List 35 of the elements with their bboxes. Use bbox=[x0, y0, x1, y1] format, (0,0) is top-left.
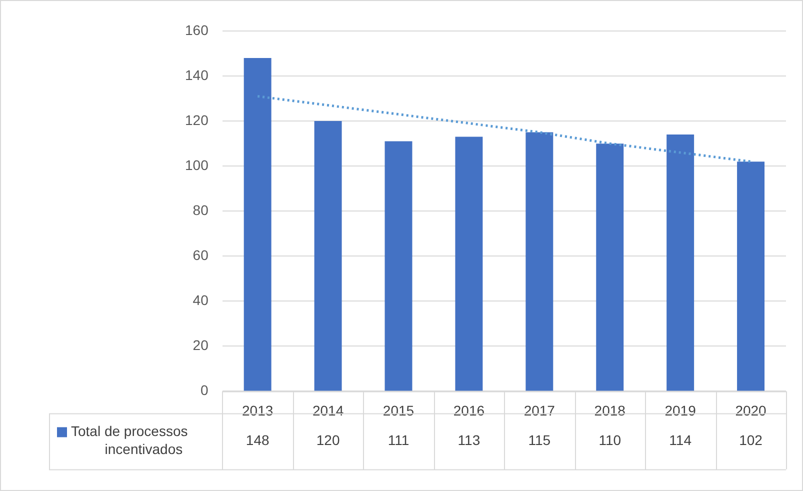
data-label: 113 bbox=[458, 432, 480, 448]
y-tick-label: 160 bbox=[185, 22, 209, 38]
bar bbox=[384, 141, 412, 391]
legend-label: Total de processos incentivados bbox=[71, 423, 188, 458]
bar bbox=[455, 136, 483, 391]
x-tick-label: 2015 bbox=[382, 402, 414, 418]
x-tick-label: 2019 bbox=[664, 402, 696, 418]
data-label: 111 bbox=[388, 432, 410, 448]
line-series bbox=[256, 95, 752, 163]
data-label: 102 bbox=[739, 432, 763, 448]
data-label: 148 bbox=[246, 432, 270, 448]
data-label: 110 bbox=[598, 432, 622, 448]
y-tick-label: 140 bbox=[185, 66, 209, 83]
y-tick-label: 20 bbox=[192, 337, 209, 354]
x-tick-label: 2020 bbox=[735, 402, 767, 418]
data-label: 114 bbox=[669, 432, 692, 448]
x-tick-label: 2017 bbox=[524, 402, 556, 418]
bar bbox=[526, 132, 554, 391]
data-label: 120 bbox=[316, 432, 340, 448]
bar bbox=[596, 144, 624, 391]
bar bbox=[737, 162, 765, 391]
y-tick-label: 100 bbox=[185, 156, 209, 173]
y-tick-label: 40 bbox=[192, 292, 209, 308]
data-label: 115 bbox=[528, 432, 551, 448]
x-tick-label: 2014 bbox=[312, 402, 344, 418]
bar bbox=[666, 134, 694, 391]
x-tick-label: 2016 bbox=[453, 402, 485, 418]
y-tick-label: 0 bbox=[200, 382, 209, 398]
y-tick-label: 120 bbox=[185, 112, 209, 128]
x-tick-label: 2018 bbox=[594, 402, 626, 418]
bar bbox=[314, 121, 342, 391]
x-tick-label: 2013 bbox=[242, 402, 274, 418]
y-tick-label: 80 bbox=[192, 202, 209, 218]
bar bbox=[244, 58, 272, 391]
y-tick-label: 60 bbox=[192, 246, 209, 263]
